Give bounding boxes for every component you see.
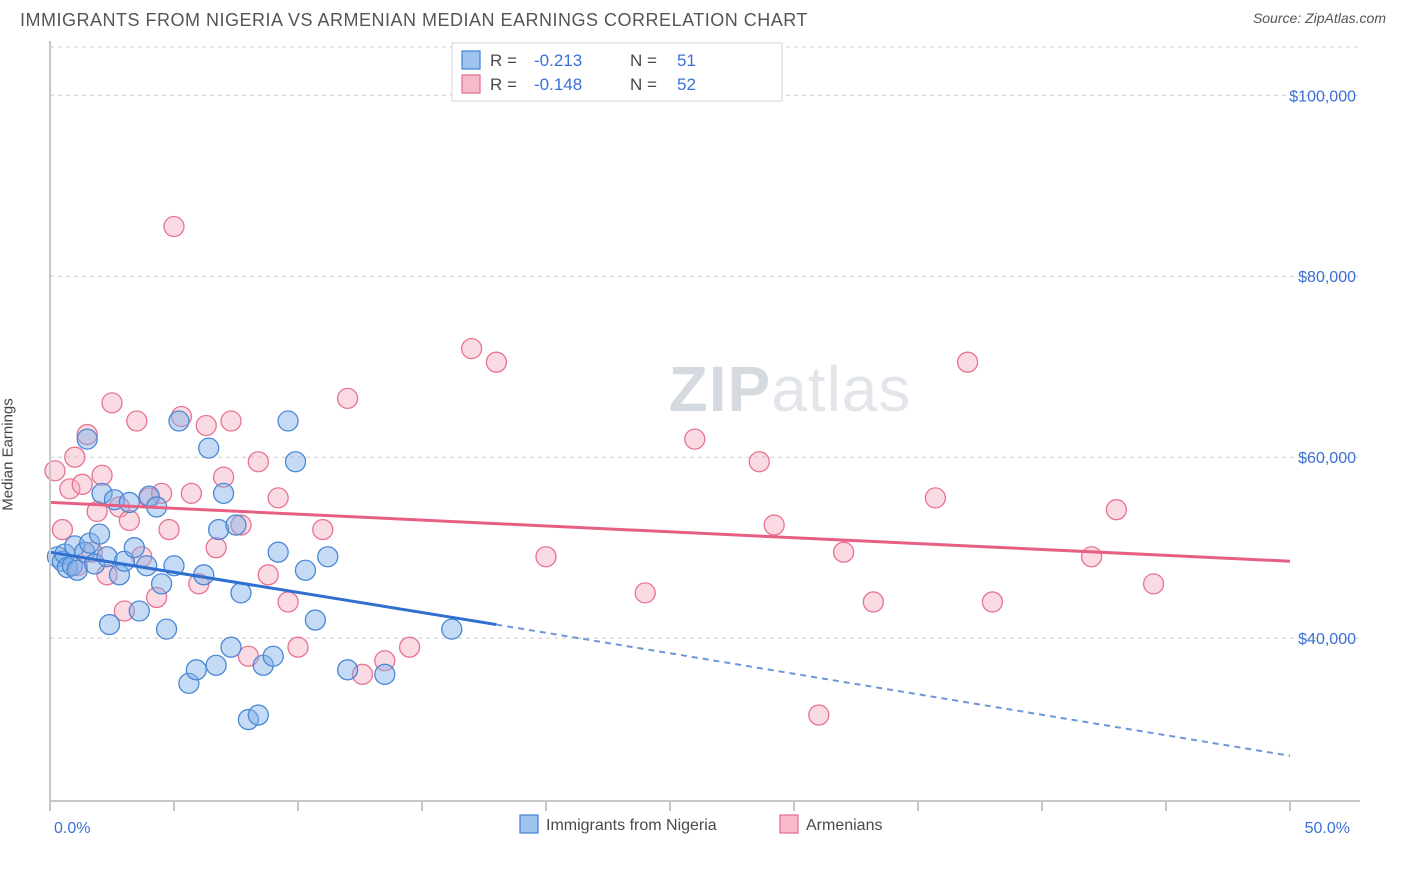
data-point (92, 465, 112, 485)
data-point (129, 601, 149, 621)
legend-swatch-nigeria (520, 815, 538, 833)
data-point (127, 411, 147, 431)
stats-r-armenians: -0.148 (534, 75, 582, 94)
data-point (286, 452, 306, 472)
data-point (214, 483, 234, 503)
stats-swatch-nigeria (462, 51, 480, 69)
data-point (248, 705, 268, 725)
x-tick-label: 0.0% (54, 820, 90, 837)
data-point (226, 515, 246, 535)
data-point (536, 547, 556, 567)
data-point (313, 520, 333, 540)
x-tick-label: 50.0% (1305, 820, 1350, 837)
stats-label: N = (630, 75, 657, 94)
data-point (834, 542, 854, 562)
data-point (196, 416, 216, 436)
scatter-chart-svg: ZIPatlas 0.0% 50.0% $40,000 $60,000 $80,000 $1… (0, 31, 1406, 861)
data-point (305, 610, 325, 630)
data-point (231, 583, 251, 603)
data-point (77, 429, 97, 449)
stats-r-nigeria: -0.213 (534, 51, 582, 70)
data-point (1144, 574, 1164, 594)
data-point (72, 474, 92, 494)
data-point (206, 655, 226, 675)
stats-label: R = (490, 51, 517, 70)
stats-label: N = (630, 51, 657, 70)
data-point (400, 637, 420, 657)
data-point (248, 452, 268, 472)
data-point (164, 216, 184, 236)
data-point (318, 547, 338, 567)
data-point (338, 388, 358, 408)
stats-n-nigeria: 51 (677, 51, 696, 70)
data-point (375, 664, 395, 684)
y-axis-label: Median Earnings (0, 398, 17, 511)
data-point (119, 511, 139, 531)
data-point (181, 483, 201, 503)
stats-n-armenians: 52 (677, 75, 696, 94)
legend-swatch-armenians (780, 815, 798, 833)
data-point (268, 542, 288, 562)
data-point (685, 429, 705, 449)
chart-title: IMMIGRANTS FROM NIGERIA VS ARMENIAN MEDI… (20, 10, 808, 31)
data-point (982, 592, 1002, 612)
data-point (52, 520, 72, 540)
data-point (1106, 500, 1126, 520)
legend-label-nigeria: Immigrants from Nigeria (546, 817, 717, 834)
data-point (209, 520, 229, 540)
y-tick-label: $40,000 (1298, 631, 1356, 648)
data-point (1082, 547, 1102, 567)
data-point (288, 637, 308, 657)
data-point (263, 646, 283, 666)
data-point (925, 488, 945, 508)
data-point (124, 538, 144, 558)
data-point (338, 660, 358, 680)
trend-line-nigeria-extrap (496, 625, 1290, 756)
legend-label-armenians: Armenians (806, 817, 882, 834)
y-tick-label: $100,000 (1289, 88, 1356, 105)
data-point (102, 393, 122, 413)
data-point (199, 438, 219, 458)
y-tick-label: $80,000 (1298, 269, 1356, 286)
data-point (186, 660, 206, 680)
data-point (764, 515, 784, 535)
data-point (206, 538, 226, 558)
data-point (749, 452, 769, 472)
data-point (268, 488, 288, 508)
data-point (462, 339, 482, 359)
data-point (157, 619, 177, 639)
data-point (278, 411, 298, 431)
data-point (809, 705, 829, 725)
data-point (635, 583, 655, 603)
watermark: ZIPatlas (669, 353, 912, 425)
data-point (486, 352, 506, 372)
data-point (295, 560, 315, 580)
data-point (119, 492, 139, 512)
data-point (159, 520, 179, 540)
data-point (152, 574, 172, 594)
stats-swatch-armenians (462, 75, 480, 93)
data-point (45, 461, 65, 481)
data-point (863, 592, 883, 612)
data-point (221, 411, 241, 431)
chart-container: Median Earnings ZIPatlas 0.0% 50.0% $40,000… (0, 31, 1406, 861)
source-attribution: Source: ZipAtlas.com (1253, 10, 1386, 26)
data-point (958, 352, 978, 372)
data-point (258, 565, 278, 585)
data-point (65, 447, 85, 467)
stats-label: R = (490, 75, 517, 94)
data-point (221, 637, 241, 657)
data-point (90, 524, 110, 544)
y-tick-label: $60,000 (1298, 450, 1356, 467)
data-point (100, 615, 120, 635)
data-point (278, 592, 298, 612)
data-point (442, 619, 462, 639)
data-point (169, 411, 189, 431)
